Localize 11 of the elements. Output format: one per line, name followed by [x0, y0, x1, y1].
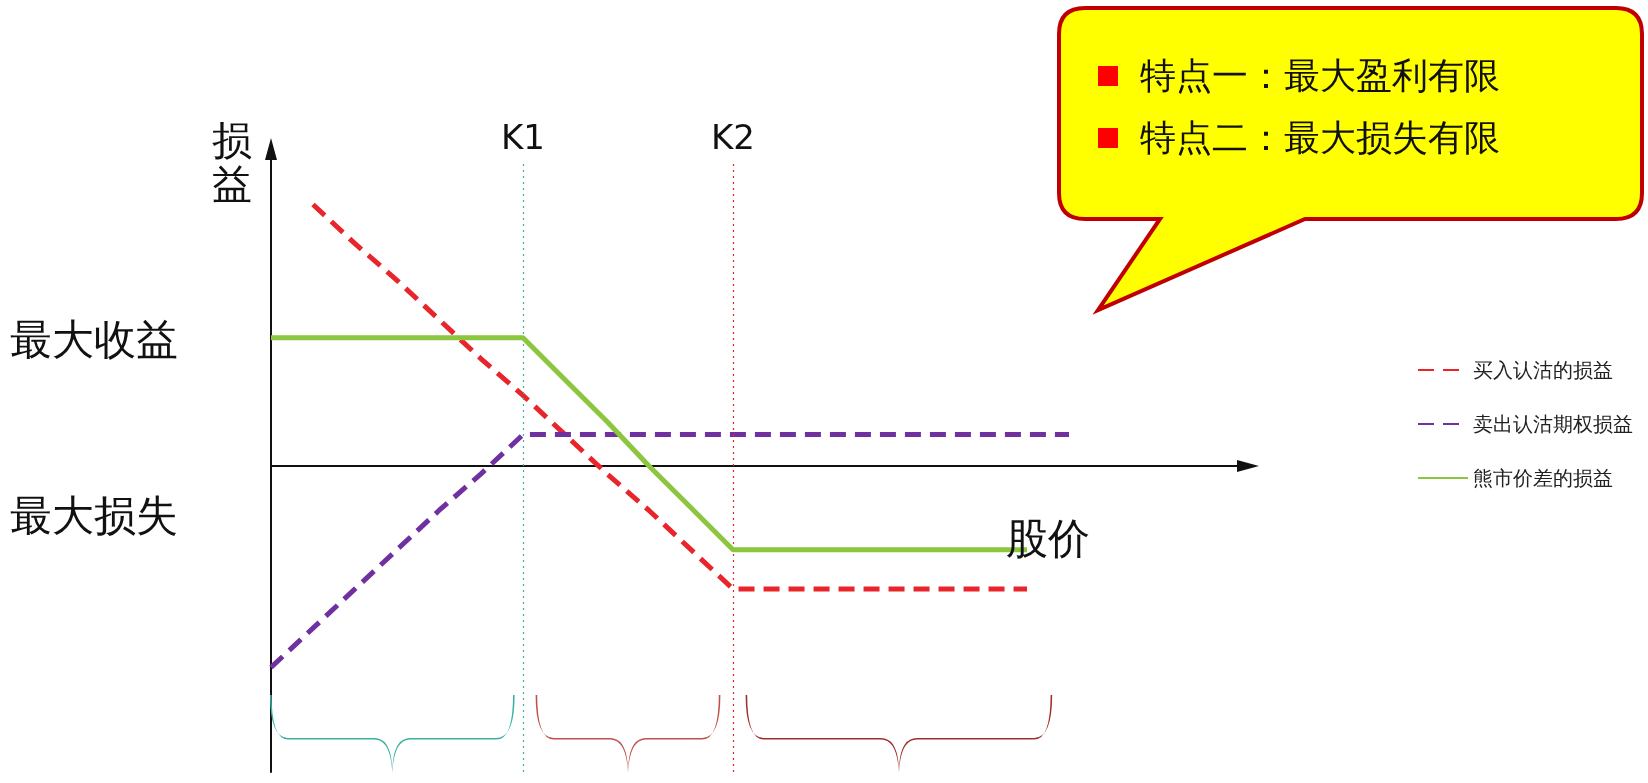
text: 最大损失 — [10, 490, 178, 542]
x-axis-title: 股价 — [1006, 513, 1090, 565]
text: 特点二：最大损失有限 — [1140, 116, 1500, 160]
x-tick-label: K2 — [711, 117, 755, 157]
legend-label: 卖出认沽期权损益 — [1473, 412, 1633, 436]
legend-label: 熊市价差的损益 — [1473, 466, 1613, 490]
x-tick-label: K1 — [501, 117, 545, 157]
text: 最大收益 — [10, 314, 178, 366]
legend-label: 买入认沽的损益 — [1473, 358, 1613, 382]
y-axis-title: 损益 — [212, 117, 253, 207]
text: 特点一：最大盈利有限 — [1140, 54, 1500, 98]
